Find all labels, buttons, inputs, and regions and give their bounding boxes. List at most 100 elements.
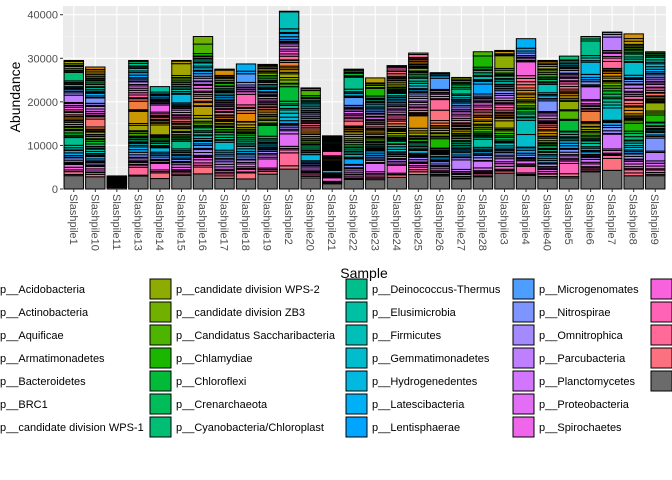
bar-segment	[387, 177, 406, 189]
bar-segment	[64, 72, 83, 80]
bar-segment	[430, 139, 449, 148]
bar-segment	[150, 173, 169, 179]
legend-key	[346, 325, 367, 345]
bar-segment	[323, 136, 342, 137]
bar-segment	[215, 142, 234, 150]
legend-key	[150, 394, 171, 414]
bar-segment	[581, 172, 600, 189]
legend-item: p__Chloroflexi	[150, 371, 246, 391]
bar-segment	[409, 116, 428, 128]
bar-segment	[602, 158, 621, 170]
bar-segment	[473, 84, 492, 94]
x-tick-label: Slashpile19	[261, 194, 273, 251]
bar-segment	[193, 167, 212, 174]
bar-stack-Slashpile26	[430, 73, 449, 189]
bar-segment	[344, 98, 363, 106]
bar-segment	[581, 37, 600, 39]
bar-segment	[279, 134, 298, 146]
bar-segment	[64, 138, 83, 146]
legend-item: p__Lentisphaerae	[346, 417, 460, 437]
bar-segment	[624, 34, 643, 39]
bar-segment	[538, 60, 557, 61]
legend-item: p__Hydrogenedentes	[346, 371, 478, 391]
bar-segment	[473, 139, 492, 147]
legend-key	[150, 302, 171, 322]
legend-item: p__Acidobacteria	[0, 279, 86, 299]
bar-stack-Slashpile25	[409, 53, 428, 189]
legend-key	[651, 279, 672, 299]
bar-segment	[646, 115, 665, 122]
bar-segment	[646, 152, 665, 160]
legend-key	[651, 302, 672, 322]
bar-segment	[624, 176, 643, 189]
bar-segment	[559, 163, 578, 173]
bar-segment	[559, 178, 578, 189]
bar-stack-Slashpile23	[366, 78, 385, 189]
bar-segment	[129, 125, 148, 130]
bar-segment	[581, 87, 600, 100]
legend-label: p__candidate division WPS-1	[0, 422, 144, 434]
bar-segment	[323, 178, 342, 182]
x-tick-label: Slashpile23	[368, 194, 380, 251]
bar-segment	[236, 179, 255, 189]
bar-segment	[538, 178, 557, 189]
legend-key	[513, 302, 534, 322]
legend-label: p__Chloroflexi	[176, 376, 246, 388]
legend-item: p__Elusimicrobia	[346, 302, 457, 322]
bar-stack-Slashpile20	[301, 88, 320, 189]
bar-segment	[150, 163, 169, 170]
x-tick-label: Slashpile28	[476, 194, 488, 251]
bar-stack-Slashpile9	[646, 52, 665, 189]
bar-segment	[301, 178, 320, 189]
y-axis: 0 10000 20000 30000 40000	[27, 10, 63, 196]
bar-segment	[516, 62, 535, 76]
bar-segment	[366, 180, 385, 189]
bar-segment	[473, 161, 492, 168]
bar-segment	[430, 176, 449, 189]
bar-segment	[602, 99, 621, 102]
legend-item: p__Gemmatimonadetes	[346, 348, 490, 368]
bar-segment	[150, 179, 169, 189]
bar-segment	[366, 163, 385, 171]
bar-stack-Slashpile27	[452, 77, 471, 189]
legend-key	[651, 325, 672, 345]
bar-stack-Slashpile2	[279, 11, 298, 189]
bar-segment	[646, 138, 665, 151]
x-tick-label: Slashpile21	[325, 194, 337, 251]
x-tick-label: Slashpile15	[174, 194, 186, 251]
bar-segment	[430, 73, 449, 74]
x-tick-label: Slashpile22	[347, 194, 359, 251]
bar-stack-Slashpile10	[86, 67, 105, 189]
legend-key	[513, 394, 534, 414]
legend-item: p__Actinobacteria	[0, 302, 89, 322]
x-tick-label: Slashpile4	[519, 194, 531, 245]
legend-label: p__Lentisphaerae	[372, 422, 460, 434]
bar-segment	[129, 111, 148, 123]
legend-label: p__candidate division ZB3	[176, 307, 305, 319]
legend-item: p__Proteobacteria	[513, 394, 630, 414]
bar-segment	[646, 52, 665, 53]
legend-label: p__Nitrospirae	[539, 307, 611, 319]
bar-segment	[236, 94, 255, 105]
bar-segment	[64, 176, 83, 189]
legend-key	[150, 325, 171, 345]
bar-segment	[279, 74, 298, 78]
bar-segment	[279, 117, 298, 121]
bar-segment	[236, 64, 255, 71]
bar-segment	[516, 120, 535, 134]
bar-segment	[366, 78, 385, 83]
bar-segment	[409, 175, 428, 189]
legend-item: p__candidate division WPS-1	[0, 417, 144, 437]
bar-segment	[344, 179, 363, 189]
x-tick-label: Slashpile7	[605, 194, 617, 245]
legend-label: p__BRC1	[0, 399, 48, 411]
legend-key	[513, 348, 534, 368]
legend-key	[346, 279, 367, 299]
legend-key	[150, 279, 171, 299]
legend-item: p__Chlamydiae	[150, 348, 252, 368]
bar-segment	[344, 121, 363, 126]
legend-item: p__Candidatus Saccharibacteria	[150, 325, 336, 345]
x-tick-label: Slashpile27	[454, 194, 466, 251]
bar-stack-Slashpile11	[107, 176, 126, 189]
bar-segment	[86, 119, 105, 127]
